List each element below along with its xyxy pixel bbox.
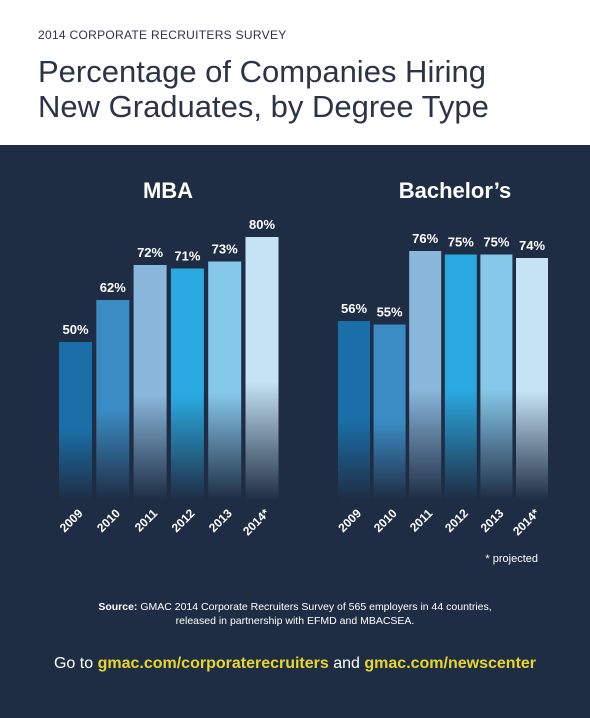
cta-text: Go to	[54, 655, 93, 672]
cta-text: and	[333, 655, 360, 672]
subtitle: 2014 CORPORATE RECRUITERS SURVEY	[38, 28, 287, 42]
source-text: released in partnership with EFMD and MB…	[176, 615, 415, 627]
source-text: GMAC 2014 Corporate Recruiters Survey of…	[140, 601, 491, 613]
value-label: 55%	[377, 305, 403, 320]
bar	[516, 258, 548, 500]
value-label: 50%	[62, 322, 88, 337]
bar	[444, 254, 477, 500]
cta: Go to gmac.com/corporaterecruiters and g…	[54, 655, 536, 672]
value-label: 76%	[412, 231, 438, 246]
value-label: 75%	[448, 235, 474, 250]
value-label: 62%	[100, 280, 126, 295]
value-label: 74%	[519, 238, 545, 253]
bar	[409, 251, 442, 500]
link[interactable]: gmac.com/newscenter	[364, 655, 536, 672]
chart-title: MBA	[143, 178, 193, 203]
title: New Graduates, by Degree Type	[38, 89, 489, 124]
value-label: 75%	[483, 235, 509, 250]
source-label: Source:	[98, 601, 137, 613]
bar	[245, 237, 279, 500]
header-bg	[0, 0, 590, 145]
bar	[96, 300, 130, 500]
title: Percentage of Companies Hiring	[38, 54, 486, 89]
value-label: 56%	[341, 301, 367, 316]
bar	[208, 261, 242, 500]
bar	[338, 321, 370, 500]
value-label: 73%	[212, 242, 238, 257]
bar	[133, 265, 167, 500]
chart-title: Bachelor’s	[399, 178, 512, 203]
note: * projected	[485, 553, 538, 565]
link[interactable]: gmac.com/corporaterecruiters	[98, 655, 329, 672]
bar	[59, 342, 92, 500]
bar	[373, 324, 406, 500]
bar	[480, 254, 513, 500]
value-label: 71%	[174, 249, 200, 264]
source: Source: GMAC 2014 Corporate Recruiters S…	[98, 601, 491, 613]
value-label: 80%	[249, 217, 275, 232]
value-label: 72%	[137, 245, 163, 260]
bar	[170, 268, 204, 500]
